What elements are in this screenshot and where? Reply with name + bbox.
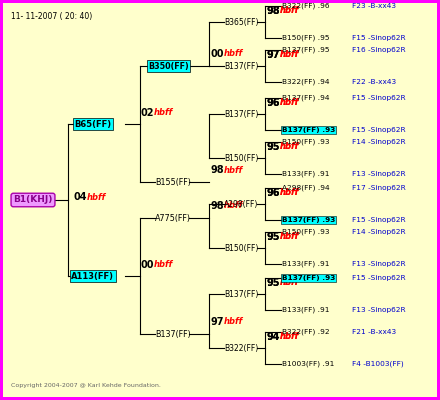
Text: hbff: hbff xyxy=(279,278,299,287)
Text: 95: 95 xyxy=(266,278,280,288)
Text: B322(FF) .96: B322(FF) .96 xyxy=(282,3,329,9)
Text: hbff: hbff xyxy=(279,188,299,197)
Text: F21 -B-xx43: F21 -B-xx43 xyxy=(352,329,396,335)
Text: hbff: hbff xyxy=(279,188,299,197)
Text: A298(FF): A298(FF) xyxy=(224,200,259,208)
Text: hbff: hbff xyxy=(154,260,173,269)
Text: 94: 94 xyxy=(266,332,280,342)
Text: hbff: hbff xyxy=(279,332,299,341)
Text: 96: 96 xyxy=(266,188,280,198)
Text: B133(FF) .91: B133(FF) .91 xyxy=(282,261,329,267)
Text: F17 -Sinop62R: F17 -Sinop62R xyxy=(352,185,406,191)
Text: F16 -Sinop62R: F16 -Sinop62R xyxy=(352,47,406,53)
Text: F13 -Sinop62R: F13 -Sinop62R xyxy=(352,307,406,313)
Text: 04: 04 xyxy=(74,192,88,202)
Text: 95: 95 xyxy=(266,278,280,288)
Text: F13 -Sinop62R: F13 -Sinop62R xyxy=(352,171,406,177)
Text: F15 -Sinop62R: F15 -Sinop62R xyxy=(352,35,406,41)
Text: F15 -Sinop62R: F15 -Sinop62R xyxy=(352,127,406,133)
Text: F15 -Sinop62R: F15 -Sinop62R xyxy=(352,217,406,223)
Text: hbff: hbff xyxy=(279,50,299,59)
Text: B137(FF): B137(FF) xyxy=(224,110,259,118)
Text: 96: 96 xyxy=(266,188,280,198)
Text: F14 -Sinop62R: F14 -Sinop62R xyxy=(352,139,406,145)
Text: F15 -Sinop62R: F15 -Sinop62R xyxy=(352,275,406,281)
Text: B137(FF): B137(FF) xyxy=(155,330,191,338)
Text: hbff: hbff xyxy=(279,232,299,241)
Text: F23 -B-xx43: F23 -B-xx43 xyxy=(352,3,396,9)
Text: hbff: hbff xyxy=(279,142,299,151)
Text: F13 -Sinop62R: F13 -Sinop62R xyxy=(352,261,406,267)
Text: hbff: hbff xyxy=(224,166,243,174)
Text: 97: 97 xyxy=(266,50,280,60)
Text: 98: 98 xyxy=(210,201,224,211)
Text: 98: 98 xyxy=(210,165,224,175)
Text: B137(FF): B137(FF) xyxy=(224,62,259,70)
Text: B1(KHJ): B1(KHJ) xyxy=(13,196,53,204)
Text: hbff: hbff xyxy=(86,193,106,202)
Text: B137(FF) .93: B137(FF) .93 xyxy=(282,217,335,223)
Text: B137(FF) .94: B137(FF) .94 xyxy=(282,95,329,101)
Text: 00: 00 xyxy=(141,260,154,270)
Text: 95: 95 xyxy=(266,232,280,242)
Text: B150(FF) .93: B150(FF) .93 xyxy=(282,229,329,235)
Text: hbff: hbff xyxy=(279,50,299,59)
Text: 95: 95 xyxy=(266,142,280,152)
Text: hbff: hbff xyxy=(224,318,243,326)
Text: B137(FF) .93: B137(FF) .93 xyxy=(282,127,335,133)
Text: F4 -B1003(FF): F4 -B1003(FF) xyxy=(352,361,404,367)
Text: hbff: hbff xyxy=(279,6,299,15)
Text: 02: 02 xyxy=(141,108,154,118)
Text: 94: 94 xyxy=(266,332,280,342)
Text: 96: 96 xyxy=(266,98,280,108)
Text: hbff: hbff xyxy=(224,202,243,210)
Text: hbff: hbff xyxy=(279,98,299,107)
Text: B155(FF): B155(FF) xyxy=(155,178,191,186)
Text: B1003(FF) .91: B1003(FF) .91 xyxy=(282,361,334,367)
Text: A113(FF): A113(FF) xyxy=(71,272,114,280)
Text: B137(FF) .95: B137(FF) .95 xyxy=(282,47,329,53)
Text: B133(FF) .91: B133(FF) .91 xyxy=(282,171,329,177)
Text: F22 -B-xx43: F22 -B-xx43 xyxy=(352,79,396,85)
Text: B322(FF): B322(FF) xyxy=(224,344,259,352)
Text: 11- 11-2007 ( 20: 40): 11- 11-2007 ( 20: 40) xyxy=(11,12,92,20)
Text: hbff: hbff xyxy=(279,278,299,287)
Text: hbff: hbff xyxy=(154,108,173,117)
Text: hbff: hbff xyxy=(279,98,299,107)
Text: F14 -Sinop62R: F14 -Sinop62R xyxy=(352,229,406,235)
Text: B137(FF): B137(FF) xyxy=(224,290,259,298)
Text: hbff: hbff xyxy=(279,232,299,241)
Text: B137(FF) .93: B137(FF) .93 xyxy=(282,275,335,281)
Text: 95: 95 xyxy=(266,232,280,242)
Text: B322(FF) .94: B322(FF) .94 xyxy=(282,79,329,85)
Text: 00: 00 xyxy=(210,49,224,59)
Text: 97: 97 xyxy=(266,50,280,60)
Text: B322(FF) .92: B322(FF) .92 xyxy=(282,329,329,335)
Text: 98: 98 xyxy=(266,6,280,16)
Text: Copyright 2004-2007 @ Karl Kehde Foundation.: Copyright 2004-2007 @ Karl Kehde Foundat… xyxy=(11,384,161,388)
Text: F15 -Sinop62R: F15 -Sinop62R xyxy=(352,95,406,101)
Text: B133(FF) .91: B133(FF) .91 xyxy=(282,307,329,313)
Text: B350(FF): B350(FF) xyxy=(148,62,189,70)
Text: 97: 97 xyxy=(210,317,224,327)
Text: B150(FF): B150(FF) xyxy=(224,244,259,252)
Text: hbff: hbff xyxy=(279,142,299,151)
Text: hbff: hbff xyxy=(279,332,299,341)
Text: 98: 98 xyxy=(266,6,280,16)
Text: A298(FF) .94: A298(FF) .94 xyxy=(282,185,329,191)
Text: 96: 96 xyxy=(266,98,280,108)
Text: B150(FF): B150(FF) xyxy=(224,154,259,162)
Text: 95: 95 xyxy=(266,142,280,152)
Text: B365(FF): B365(FF) xyxy=(224,18,259,26)
Text: B65(FF): B65(FF) xyxy=(74,120,111,128)
Text: hbff: hbff xyxy=(279,6,299,15)
Text: hbff: hbff xyxy=(224,50,243,58)
Text: A775(FF): A775(FF) xyxy=(155,214,191,222)
Text: B150(FF) .95: B150(FF) .95 xyxy=(282,35,329,41)
Text: B150(FF) .93: B150(FF) .93 xyxy=(282,139,329,145)
